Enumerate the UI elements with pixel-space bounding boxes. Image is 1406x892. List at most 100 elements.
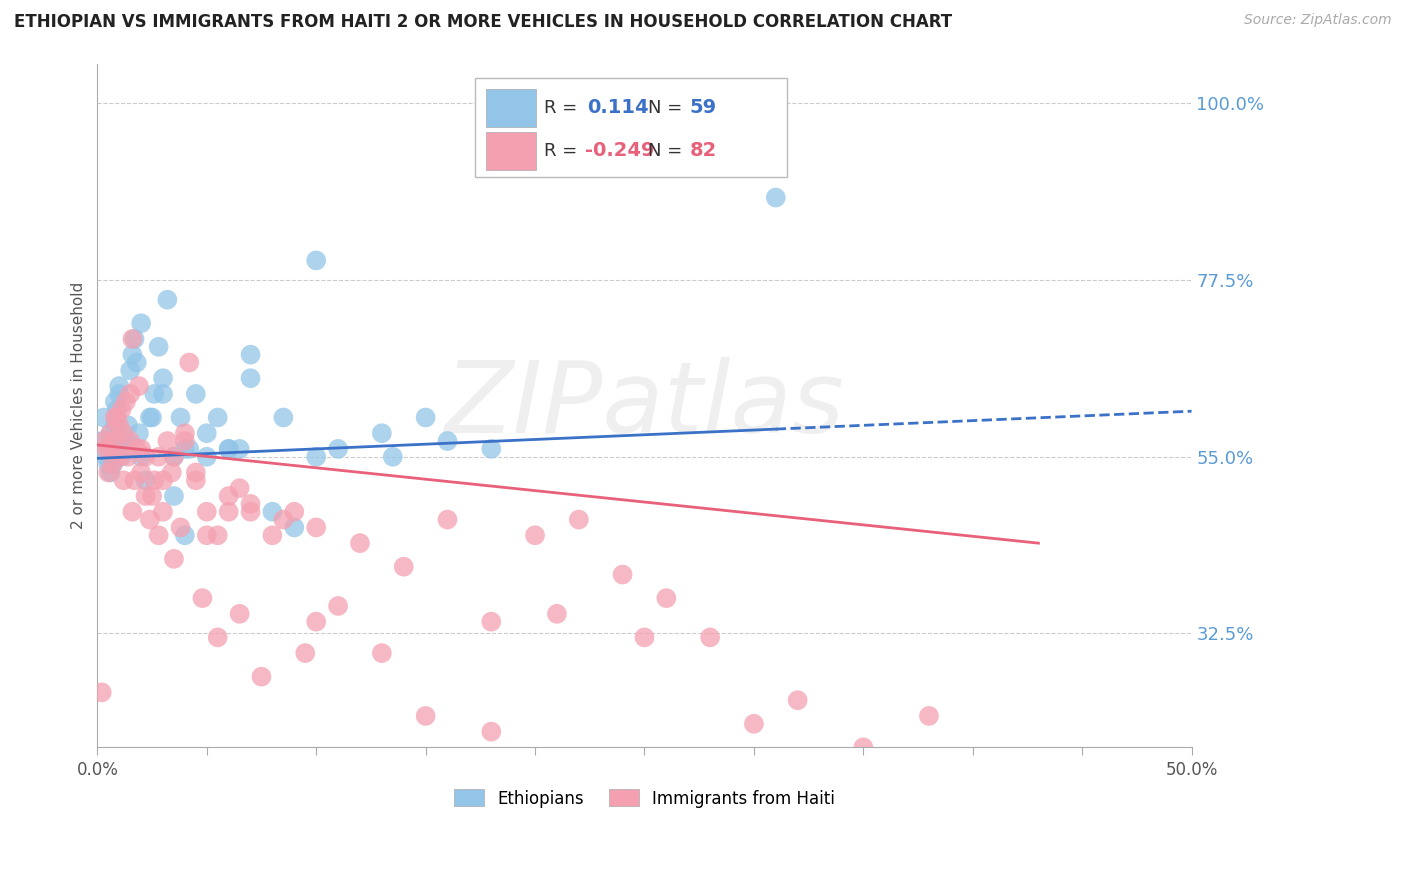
Point bbox=[283, 520, 305, 534]
Point bbox=[207, 410, 229, 425]
Point bbox=[148, 528, 170, 542]
Point bbox=[479, 724, 502, 739]
Point bbox=[105, 402, 128, 417]
Point bbox=[305, 450, 328, 464]
Point bbox=[93, 434, 115, 448]
Point bbox=[228, 442, 250, 456]
Point bbox=[100, 426, 122, 441]
Point bbox=[104, 410, 127, 425]
Point bbox=[100, 466, 122, 480]
Point bbox=[239, 371, 262, 385]
Point bbox=[156, 434, 179, 448]
Text: -0.249: -0.249 bbox=[585, 141, 655, 161]
Point bbox=[163, 489, 186, 503]
Point bbox=[156, 293, 179, 307]
Point bbox=[112, 434, 135, 448]
Point bbox=[218, 489, 240, 503]
Point bbox=[104, 418, 127, 433]
Point bbox=[134, 473, 156, 487]
Point bbox=[195, 528, 218, 542]
Point bbox=[152, 505, 174, 519]
Point bbox=[633, 631, 655, 645]
Point bbox=[415, 709, 437, 723]
Point bbox=[612, 567, 634, 582]
Point bbox=[129, 450, 152, 464]
Point bbox=[169, 410, 191, 425]
Point bbox=[765, 190, 787, 204]
Point bbox=[371, 426, 394, 441]
Point bbox=[381, 450, 404, 464]
Point bbox=[742, 716, 765, 731]
Point bbox=[436, 512, 458, 526]
Point bbox=[239, 348, 262, 362]
Point bbox=[239, 497, 262, 511]
Point bbox=[195, 505, 218, 519]
Point bbox=[262, 505, 284, 519]
Point bbox=[108, 387, 131, 401]
Point bbox=[100, 426, 122, 441]
Point bbox=[415, 410, 437, 425]
Point bbox=[524, 528, 547, 542]
Point bbox=[305, 615, 328, 629]
Point bbox=[125, 355, 148, 369]
Point bbox=[101, 458, 124, 472]
Point bbox=[479, 442, 502, 456]
Point bbox=[218, 442, 240, 456]
Point bbox=[273, 410, 295, 425]
Text: ETHIOPIAN VS IMMIGRANTS FROM HAITI 2 OR MORE VEHICLES IN HOUSEHOLD CORRELATION C: ETHIOPIAN VS IMMIGRANTS FROM HAITI 2 OR … bbox=[14, 13, 952, 31]
Point bbox=[148, 450, 170, 464]
Point bbox=[93, 410, 115, 425]
Text: R =: R = bbox=[544, 142, 576, 160]
Point bbox=[114, 394, 136, 409]
Point bbox=[97, 458, 120, 472]
Point bbox=[101, 458, 124, 472]
Point bbox=[104, 394, 127, 409]
Point bbox=[174, 434, 197, 448]
Point bbox=[655, 591, 678, 606]
Point bbox=[90, 685, 112, 699]
Point bbox=[163, 552, 186, 566]
Point bbox=[174, 426, 197, 441]
Point bbox=[112, 473, 135, 487]
Point bbox=[121, 348, 143, 362]
Point bbox=[852, 740, 875, 755]
Text: ZIPatlas: ZIPatlas bbox=[444, 357, 845, 454]
Point bbox=[546, 607, 568, 621]
Point bbox=[184, 387, 207, 401]
Point bbox=[305, 520, 328, 534]
Text: 59: 59 bbox=[689, 98, 717, 117]
Point bbox=[112, 426, 135, 441]
Point bbox=[283, 505, 305, 519]
Point bbox=[105, 410, 128, 425]
Point bbox=[326, 599, 349, 613]
Point bbox=[129, 466, 152, 480]
Point bbox=[152, 371, 174, 385]
Point bbox=[120, 434, 142, 448]
Point bbox=[195, 426, 218, 441]
Point bbox=[174, 528, 197, 542]
Point bbox=[125, 442, 148, 456]
Point bbox=[90, 434, 112, 448]
Point bbox=[479, 615, 502, 629]
Point bbox=[121, 332, 143, 346]
Point bbox=[699, 631, 721, 645]
Point bbox=[169, 520, 191, 534]
Point bbox=[101, 442, 124, 456]
Point bbox=[139, 512, 162, 526]
Point bbox=[128, 379, 150, 393]
Point bbox=[128, 426, 150, 441]
Text: N =: N = bbox=[648, 142, 682, 160]
FancyBboxPatch shape bbox=[475, 78, 787, 177]
Point bbox=[174, 442, 197, 456]
Point bbox=[152, 387, 174, 401]
Point bbox=[110, 450, 132, 464]
Point bbox=[179, 442, 201, 456]
Point bbox=[124, 332, 146, 346]
Text: N =: N = bbox=[648, 99, 682, 117]
Point bbox=[143, 387, 166, 401]
Point bbox=[218, 505, 240, 519]
Point bbox=[163, 450, 186, 464]
Point bbox=[117, 450, 139, 464]
Point bbox=[918, 709, 941, 723]
Point bbox=[124, 473, 146, 487]
